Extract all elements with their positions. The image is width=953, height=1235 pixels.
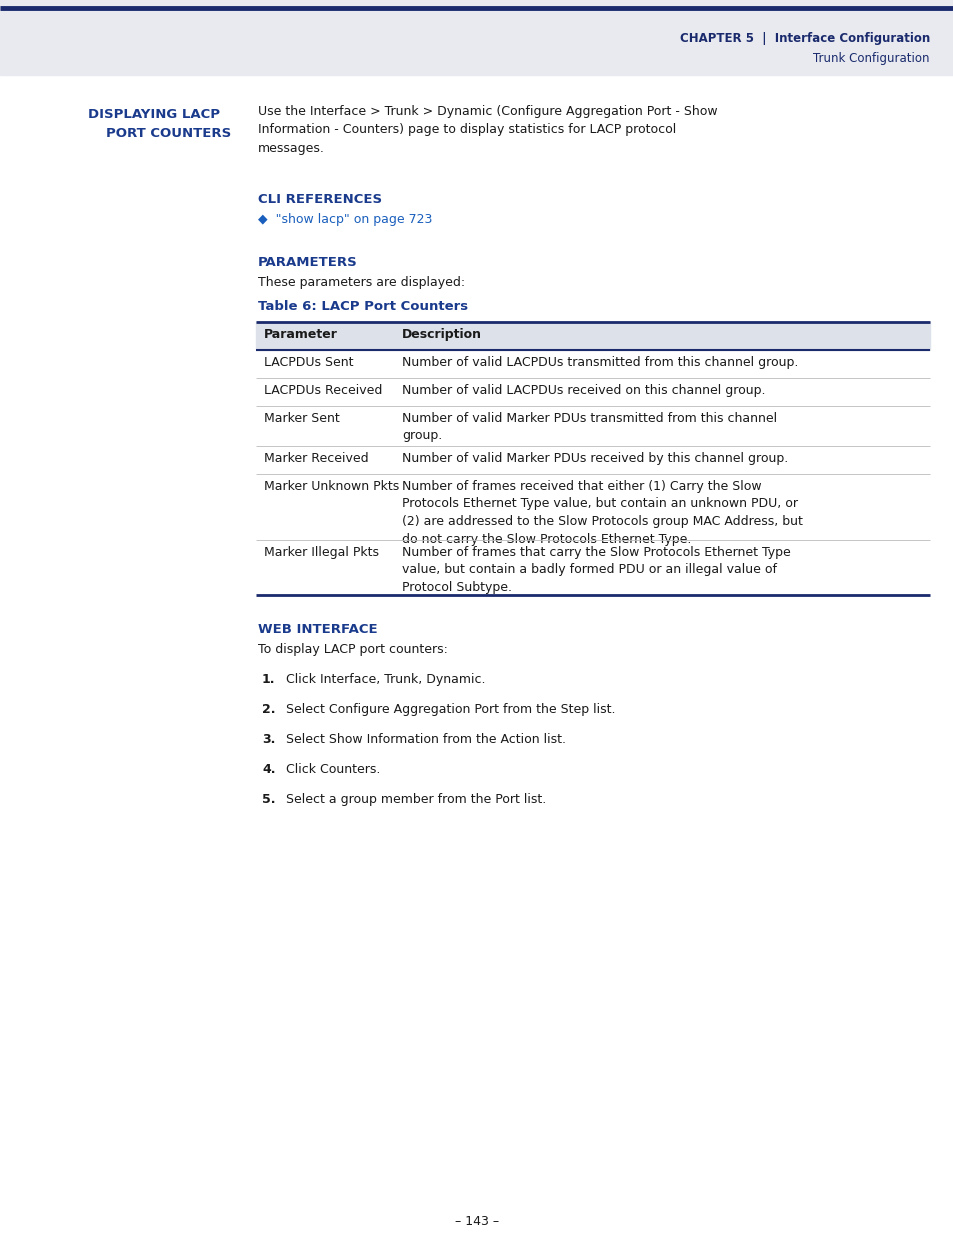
Text: Number of valid Marker PDUs transmitted from this channel
group.: Number of valid Marker PDUs transmitted … [401,412,777,442]
Text: 1.: 1. [262,673,275,685]
Text: 4.: 4. [262,763,275,776]
Text: To display LACP port counters:: To display LACP port counters: [257,643,447,656]
Text: Use the Interface > Trunk > Dynamic (Configure Aggregation Port - Show
Informati: Use the Interface > Trunk > Dynamic (Con… [257,105,717,156]
Text: LACPDUs Sent: LACPDUs Sent [264,356,354,369]
Text: Table 6: LACP Port Counters: Table 6: LACP Port Counters [257,300,468,312]
Text: These parameters are displayed:: These parameters are displayed: [257,275,465,289]
Text: Click Interface, Trunk, Dynamic.: Click Interface, Trunk, Dynamic. [286,673,485,685]
Text: Click Counters.: Click Counters. [286,763,380,776]
Text: Number of valid LACPDUs transmitted from this channel group.: Number of valid LACPDUs transmitted from… [401,356,798,369]
Text: 5.: 5. [262,793,275,806]
Text: PARAMETERS: PARAMETERS [257,256,357,269]
Bar [0,0,953,75]
Text: LACPDUs Received: LACPDUs Received [264,384,382,396]
Text: Marker Unknown Pkts: Marker Unknown Pkts [264,480,399,493]
Text: Number of frames received that either (1) Carry the Slow
Protocols Ethernet Type: Number of frames received that either (1… [401,480,802,546]
Text: Description: Description [401,329,481,341]
Text: ◆  "show lacp" on page 723: ◆ "show lacp" on page 723 [257,212,432,226]
Text: WEB INTERFACE: WEB INTERFACE [257,622,377,636]
Text: Parameter: Parameter [264,329,337,341]
Text: Select Show Information from the Action list.: Select Show Information from the Action … [286,734,565,746]
Text: Select Configure Aggregation Port from the Step list.: Select Configure Aggregation Port from t… [286,703,615,716]
Text: Marker Sent: Marker Sent [264,412,339,425]
Text: Number of valid LACPDUs received on this channel group.: Number of valid LACPDUs received on this… [401,384,764,396]
Text: Select a group member from the Port list.: Select a group member from the Port list… [286,793,546,806]
Bar [255,322,929,350]
Text: CHAPTER 5  |  Interface Configuration: CHAPTER 5 | Interface Configuration [679,32,929,44]
Text: Marker Illegal Pkts: Marker Illegal Pkts [264,546,378,559]
Text: PORT COUNTERS: PORT COUNTERS [106,127,231,140]
Text: Number of frames that carry the Slow Protocols Ethernet Type
value, but contain : Number of frames that carry the Slow Pro… [401,546,790,594]
Text: 2.: 2. [262,703,275,716]
Text: 3.: 3. [262,734,275,746]
Text: Number of valid Marker PDUs received by this channel group.: Number of valid Marker PDUs received by … [401,452,787,466]
Text: CLI REFERENCES: CLI REFERENCES [257,193,382,206]
Text: Marker Received: Marker Received [264,452,368,466]
Text: – 143 –: – 143 – [455,1215,498,1228]
Text: Trunk Configuration: Trunk Configuration [813,52,929,65]
Text: DISPLAYING LACP: DISPLAYING LACP [88,107,220,121]
